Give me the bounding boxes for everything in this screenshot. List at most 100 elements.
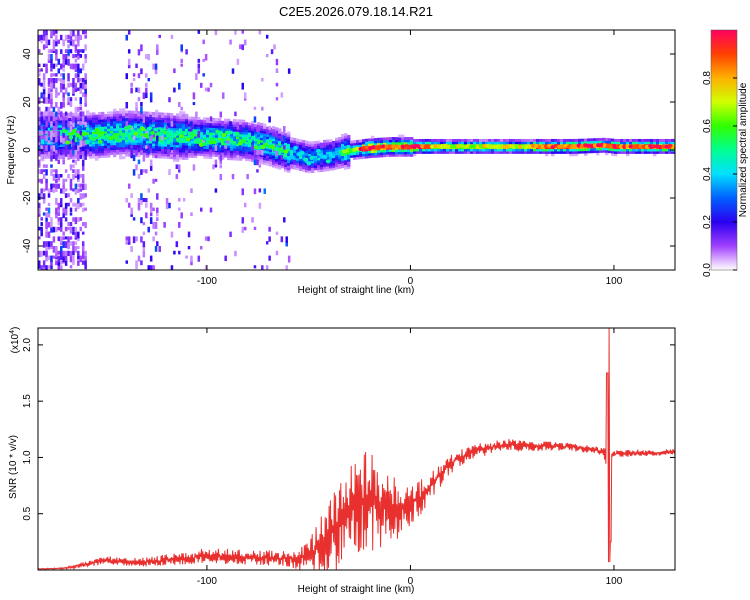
spectrogram-cell <box>305 155 309 159</box>
spectrogram-cell <box>263 159 267 163</box>
spectrogram-cell <box>263 130 267 134</box>
spectrogram-cell <box>59 141 63 145</box>
spectrogram-cell <box>317 164 321 168</box>
spectrogram-cell <box>241 226 245 233</box>
spectrogram-cell <box>248 129 252 133</box>
spectrogram-cell <box>149 147 153 151</box>
snr-x-ticks: -100 0 100 <box>197 328 623 587</box>
spectrogram-cell <box>485 148 489 152</box>
spectrogram-cell <box>488 150 492 154</box>
spectrogram-cell <box>125 260 129 264</box>
spectrogram-cell <box>176 120 180 124</box>
spectrogram-cell <box>584 148 588 152</box>
spectrogram-cell <box>290 137 294 141</box>
spectrogram-cell <box>236 119 240 123</box>
spectrogram-cell <box>72 164 75 168</box>
spectrogram-cell <box>81 30 85 35</box>
spectrogram-cell <box>422 141 426 145</box>
snr-y-tick-label: 1.5 <box>22 394 33 408</box>
spectrogram-cell <box>158 141 162 145</box>
spectrogram-cell <box>212 144 216 148</box>
spectrogram-cell <box>374 152 378 156</box>
spectrogram-cell <box>371 152 375 156</box>
spectrogram-cell <box>113 132 117 136</box>
spectrogram-cell <box>50 78 53 83</box>
spectrogram-cell <box>515 138 519 142</box>
spectrogram-cell <box>42 212 46 216</box>
spectrogram-cell <box>72 159 75 163</box>
spectrogram-cell <box>122 149 126 152</box>
spectrogram-cell <box>72 241 75 247</box>
spectrogram-cell <box>98 155 102 159</box>
spectrogram-cell <box>623 141 627 145</box>
spectrogram-cell <box>548 148 552 152</box>
spectrogram-cell <box>299 141 303 145</box>
spectrogram-cell <box>335 154 339 158</box>
spectrogram-cell <box>638 138 642 142</box>
spectrogram-cell <box>204 54 208 61</box>
spectrogram-cell <box>81 140 85 147</box>
spectrogram-cell <box>323 147 327 151</box>
spectrogram-cell <box>305 167 309 171</box>
spectrogram-cell <box>290 161 294 165</box>
spectrogram-cell <box>278 164 282 168</box>
spectrogram-cell <box>81 178 85 184</box>
spectrogram-cell <box>245 127 249 130</box>
spectrogram-cell <box>344 164 348 168</box>
spectrogram-cell <box>368 140 372 144</box>
spectrogram-cell <box>140 217 143 224</box>
spectrogram-cell <box>84 154 87 160</box>
spectrogram-cell <box>38 250 41 258</box>
spectrogram-cell <box>81 49 85 53</box>
spectrogram-cell <box>137 120 141 124</box>
spectrogram-cell <box>246 174 249 180</box>
spectrogram-cell <box>72 116 75 123</box>
spectrogram-cell <box>81 202 85 207</box>
spectrogram-cell <box>212 149 216 152</box>
spectrogram-cell <box>500 150 504 154</box>
spectrogram-cell <box>38 73 41 77</box>
spectrogram-cell <box>167 120 171 123</box>
spectrogram-cell <box>140 123 144 127</box>
spectrogram-cell <box>383 137 387 141</box>
spectrogram-cell <box>260 122 264 126</box>
spectrogram-cell <box>293 164 297 168</box>
spectrogram-cell <box>86 115 90 119</box>
spectrogram-cell <box>362 151 366 155</box>
spectrogram-cell <box>629 150 633 154</box>
spectrogram-cell <box>599 149 603 153</box>
spectrogram-cell <box>290 163 294 167</box>
spectrogram-cell <box>329 165 333 169</box>
spectrogram-cell <box>84 82 87 89</box>
spectrogram-cell <box>242 150 246 154</box>
spectrogram-cell <box>167 124 171 128</box>
spectrogram-cell <box>80 134 84 138</box>
spectrogram-cell <box>256 150 259 156</box>
spectrogram-cell <box>65 132 69 135</box>
spectrogram-cell <box>40 39 43 44</box>
spectrogram-cell <box>62 212 65 219</box>
spectrogram-cell <box>42 130 46 137</box>
spectrogram-cell <box>218 125 222 129</box>
spectrogram-cell <box>257 141 261 145</box>
spectrogram-cell <box>170 127 174 131</box>
spectrogram-cell <box>79 54 83 58</box>
spectrogram-cell <box>200 136 204 140</box>
spectrogram-cell <box>584 150 588 154</box>
spectrogram-cell <box>308 141 312 145</box>
spectrogram-cell <box>98 131 102 135</box>
spectrogram-cell <box>545 141 549 145</box>
spectrogram-cell <box>59 129 63 133</box>
spectrogram-cell <box>413 138 417 142</box>
spectrogram-y-tick-label: 0 <box>22 147 33 153</box>
spectrogram-cell <box>167 146 171 150</box>
spectrogram-cell <box>203 124 207 128</box>
spectrogram-cell <box>68 127 72 131</box>
spectrogram-cell <box>188 142 192 146</box>
spectrogram-cell <box>644 138 648 142</box>
spectrogram-cell <box>260 154 264 158</box>
spectrogram-cell <box>158 153 162 157</box>
spectrogram-cell <box>207 87 210 92</box>
spectrogram-cell <box>47 136 51 140</box>
spectrogram-cell <box>194 143 198 147</box>
